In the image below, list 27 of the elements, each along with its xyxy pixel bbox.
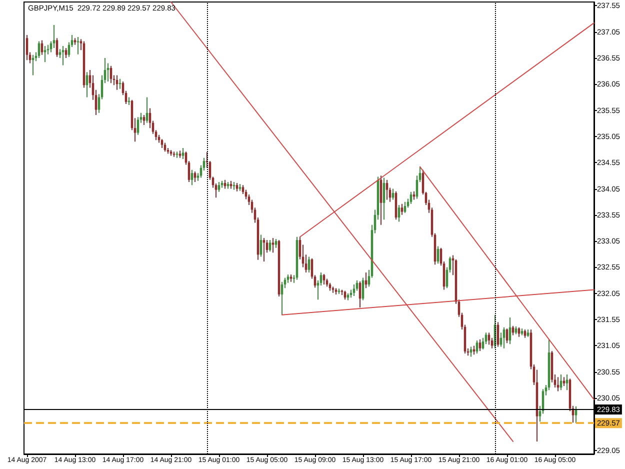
candlestick (566, 374, 568, 391)
candlestick (322, 274, 326, 285)
candlestick (268, 240, 272, 252)
candlestick (52, 24, 56, 49)
candlestick (56, 38, 58, 58)
candlestick (280, 281, 284, 316)
candlestick (218, 181, 220, 192)
candlestick (142, 114, 146, 126)
candlestick (488, 332, 490, 346)
candlestick (86, 72, 88, 98)
candlestick (386, 179, 388, 200)
candlestick (410, 191, 412, 204)
candlestick (136, 116, 140, 136)
candlestick (64, 48, 68, 58)
candlestick (26, 34, 28, 61)
candlestick (476, 340, 478, 354)
candlestick (400, 203, 404, 216)
candlestick (502, 326, 506, 349)
candlestick (398, 204, 400, 222)
candlestick (404, 201, 406, 214)
candlestick (182, 147, 184, 160)
candlestick (478, 338, 482, 352)
candlestick (190, 169, 194, 186)
candlestick (352, 284, 356, 297)
candlestick (76, 36, 80, 55)
candlestick (146, 96, 148, 124)
candlestick (194, 171, 196, 182)
